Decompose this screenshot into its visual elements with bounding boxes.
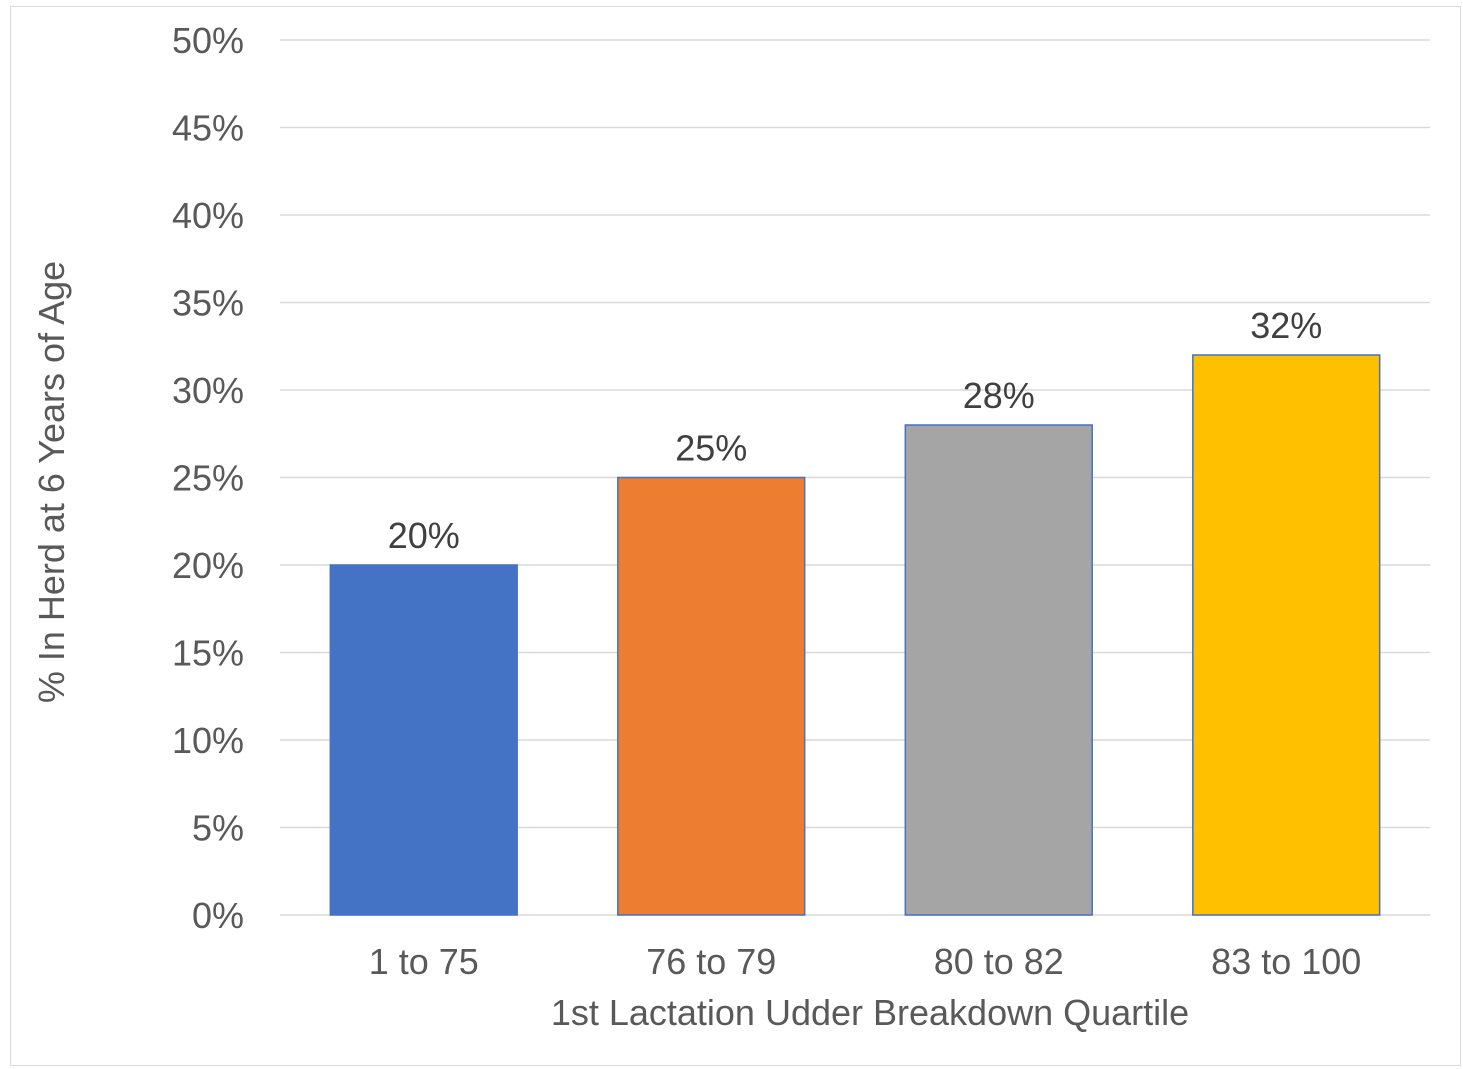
x-tick-label: 80 to 82 — [934, 941, 1064, 982]
bar — [1192, 354, 1381, 916]
x-tick-label: 1 to 75 — [369, 941, 479, 982]
y-tick-label: 10% — [172, 720, 244, 761]
bar — [904, 424, 1093, 916]
y-tick-label: 35% — [172, 283, 244, 324]
x-axis-ticks: 1 to 75 76 to 79 80 to 82 83 to 100 — [369, 941, 1362, 982]
data-label: 20% — [388, 515, 460, 556]
y-axis-title: % In Herd at 6 Years of Age — [31, 261, 72, 703]
x-tick-label: 76 to 79 — [646, 941, 776, 982]
y-tick-label: 0% — [192, 895, 244, 936]
bar — [329, 564, 518, 916]
data-labels: 20% 25% 28% 32% — [388, 305, 1323, 556]
y-tick-label: 15% — [172, 633, 244, 674]
data-label: 25% — [675, 428, 747, 469]
x-axis-title: 1st Lactation Udder Breakdown Quartile — [551, 992, 1189, 1033]
data-label: 32% — [1250, 305, 1322, 346]
y-tick-label: 30% — [172, 370, 244, 411]
y-tick-label: 5% — [192, 808, 244, 849]
y-axis-ticks: 0% 5% 10% 15% 20% 25% 30% 35% 40% 45% 50% — [172, 20, 244, 936]
y-tick-label: 25% — [172, 458, 244, 499]
x-tick-label: 83 to 100 — [1211, 941, 1361, 982]
y-tick-label: 50% — [172, 20, 244, 61]
y-tick-label: 45% — [172, 108, 244, 149]
data-label: 28% — [963, 375, 1035, 416]
bars — [329, 354, 1381, 916]
y-tick-label: 40% — [172, 195, 244, 236]
bar — [617, 476, 806, 916]
y-tick-label: 20% — [172, 545, 244, 586]
